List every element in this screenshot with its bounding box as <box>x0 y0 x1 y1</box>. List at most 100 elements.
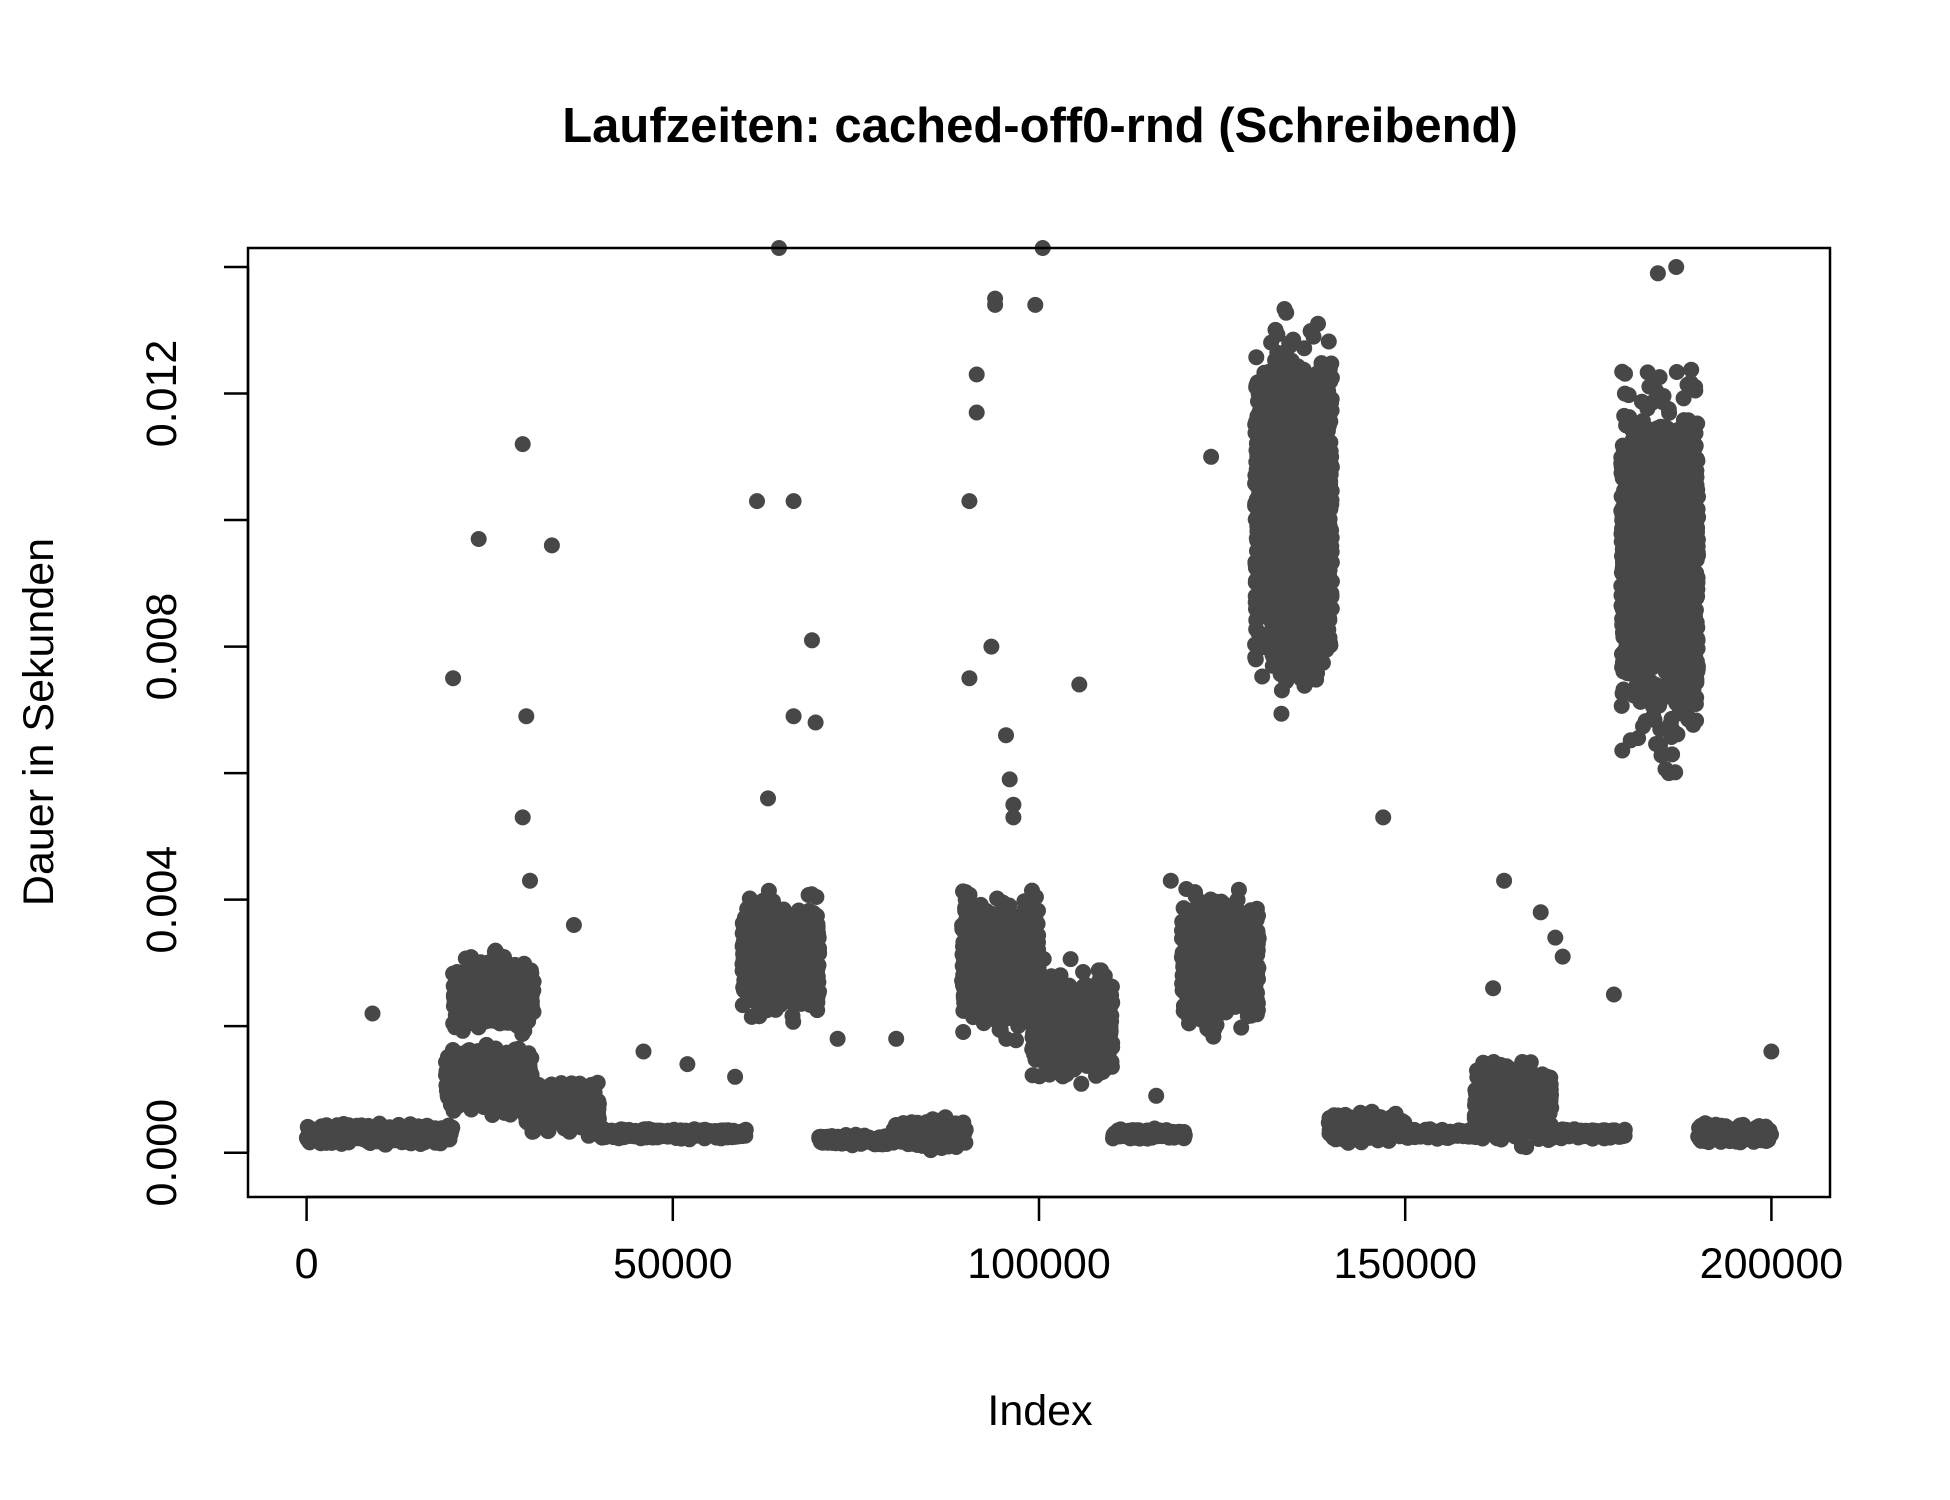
data-point <box>1187 888 1204 905</box>
data-point <box>1142 1123 1159 1140</box>
data-point <box>1250 907 1266 924</box>
data-point <box>778 990 795 1007</box>
data-point <box>456 993 473 1010</box>
data-point <box>829 1131 846 1148</box>
data-point <box>1001 968 1018 985</box>
data-point <box>426 1124 443 1141</box>
data-point <box>395 1132 412 1149</box>
data-point <box>630 1126 647 1143</box>
data-points <box>298 240 1780 1159</box>
data-point <box>980 975 997 992</box>
data-point <box>1062 951 1079 968</box>
data-point <box>1200 986 1217 1003</box>
data-point <box>1205 929 1222 946</box>
data-point <box>1193 952 1210 969</box>
data-point <box>486 949 503 966</box>
data-point <box>961 886 978 903</box>
data-point <box>509 1017 526 1034</box>
data-point <box>1040 1036 1057 1053</box>
data-point <box>708 1129 725 1146</box>
data-point <box>492 965 509 982</box>
data-point <box>1189 1009 1206 1026</box>
data-point <box>737 918 754 935</box>
data-point <box>324 1119 341 1136</box>
data-point <box>1031 1068 1048 1085</box>
data-point <box>1040 993 1057 1010</box>
data-point <box>464 975 481 992</box>
data-point <box>323 1134 340 1151</box>
data-point <box>497 1095 514 1112</box>
data-point <box>1092 1002 1109 1019</box>
data-point <box>998 1030 1015 1047</box>
data-point <box>749 976 766 993</box>
chart-title: Laufzeiten: cached-off0-rnd (Schreibend) <box>562 99 1518 153</box>
data-point <box>1018 913 1035 930</box>
data-point <box>519 1094 536 1111</box>
data-point <box>1088 1055 1104 1071</box>
data-point <box>964 937 981 954</box>
data-point <box>1164 1126 1181 1142</box>
data-point <box>1035 951 1052 967</box>
data-point <box>896 1129 913 1146</box>
data-point <box>1111 1128 1128 1145</box>
data-point <box>1230 881 1247 898</box>
data-point <box>746 993 763 1010</box>
data-point <box>963 901 980 918</box>
data-point <box>1024 882 1040 899</box>
data-point <box>1208 1010 1224 1027</box>
data-point <box>661 1126 677 1143</box>
data-point <box>504 991 521 1008</box>
data-point <box>305 1124 322 1141</box>
data-point <box>784 1007 801 1024</box>
data-point <box>1184 917 1201 934</box>
data-point <box>410 1123 427 1139</box>
data-point <box>954 1133 971 1150</box>
data-point <box>1019 952 1036 969</box>
data-point <box>1052 1059 1069 1076</box>
data-point <box>1212 973 1229 990</box>
data-point <box>955 917 972 933</box>
data-point <box>1075 964 1092 980</box>
data-point <box>602 1123 619 1140</box>
data-point <box>776 937 793 954</box>
data-point <box>486 1012 503 1029</box>
data-point <box>517 966 534 983</box>
data-point <box>791 967 808 984</box>
data-point <box>735 936 752 953</box>
data-point <box>482 985 499 1002</box>
data-point <box>735 952 752 968</box>
data-point <box>644 1129 661 1146</box>
data-point <box>1220 959 1237 976</box>
data-point <box>483 1056 500 1073</box>
data-point <box>338 1124 355 1140</box>
data-point <box>463 950 480 967</box>
data-point <box>461 1087 478 1104</box>
data-point <box>1209 901 1226 918</box>
data-point <box>919 1130 936 1147</box>
data-point <box>537 1100 554 1116</box>
data-point <box>785 909 802 926</box>
data-point <box>1008 929 1025 946</box>
data-point <box>782 954 799 971</box>
data-point <box>775 975 792 992</box>
data-point <box>459 1043 476 1060</box>
data-point <box>688 1122 705 1139</box>
data-point <box>448 965 465 981</box>
data-point <box>800 983 817 1000</box>
data-point <box>1026 1026 1043 1043</box>
data-point <box>502 1063 519 1080</box>
data-point <box>1060 1008 1077 1025</box>
data-point <box>1247 931 1264 948</box>
data-point <box>586 1084 603 1101</box>
data-point <box>1073 1075 1090 1092</box>
data-point <box>616 1124 633 1141</box>
data-point <box>857 1131 874 1148</box>
data-point <box>1059 981 1076 998</box>
data-point <box>468 1058 485 1075</box>
data-point <box>360 1117 377 1134</box>
data-point <box>503 1080 520 1097</box>
data-point <box>934 1121 951 1138</box>
data-point <box>1227 915 1244 932</box>
data-point <box>955 1024 972 1040</box>
